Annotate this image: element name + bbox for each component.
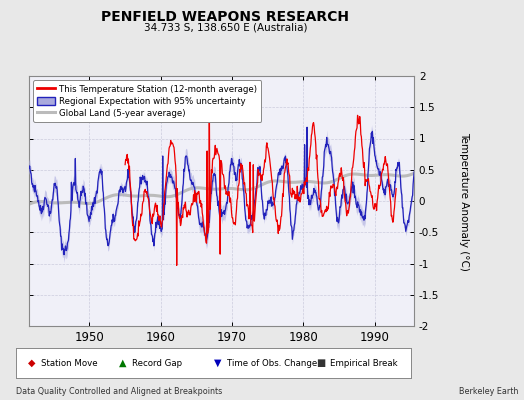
Text: ◆: ◆ bbox=[28, 358, 35, 368]
Text: Station Move: Station Move bbox=[41, 358, 98, 368]
Text: Record Gap: Record Gap bbox=[133, 358, 182, 368]
Text: Berkeley Earth: Berkeley Earth bbox=[460, 387, 519, 396]
Text: PENFIELD WEAPONS RESEARCH: PENFIELD WEAPONS RESEARCH bbox=[101, 10, 350, 24]
Text: 34.733 S, 138.650 E (Australia): 34.733 S, 138.650 E (Australia) bbox=[144, 22, 307, 32]
Legend: This Temperature Station (12-month average), Regional Expectation with 95% uncer: This Temperature Station (12-month avera… bbox=[33, 80, 261, 122]
Text: Time of Obs. Change: Time of Obs. Change bbox=[227, 358, 318, 368]
Text: Data Quality Controlled and Aligned at Breakpoints: Data Quality Controlled and Aligned at B… bbox=[16, 387, 222, 396]
Text: ▼: ▼ bbox=[214, 358, 221, 368]
Text: ■: ■ bbox=[316, 358, 325, 368]
Y-axis label: Temperature Anomaly (°C): Temperature Anomaly (°C) bbox=[458, 132, 468, 270]
Text: Empirical Break: Empirical Break bbox=[330, 358, 398, 368]
Text: ▲: ▲ bbox=[119, 358, 126, 368]
